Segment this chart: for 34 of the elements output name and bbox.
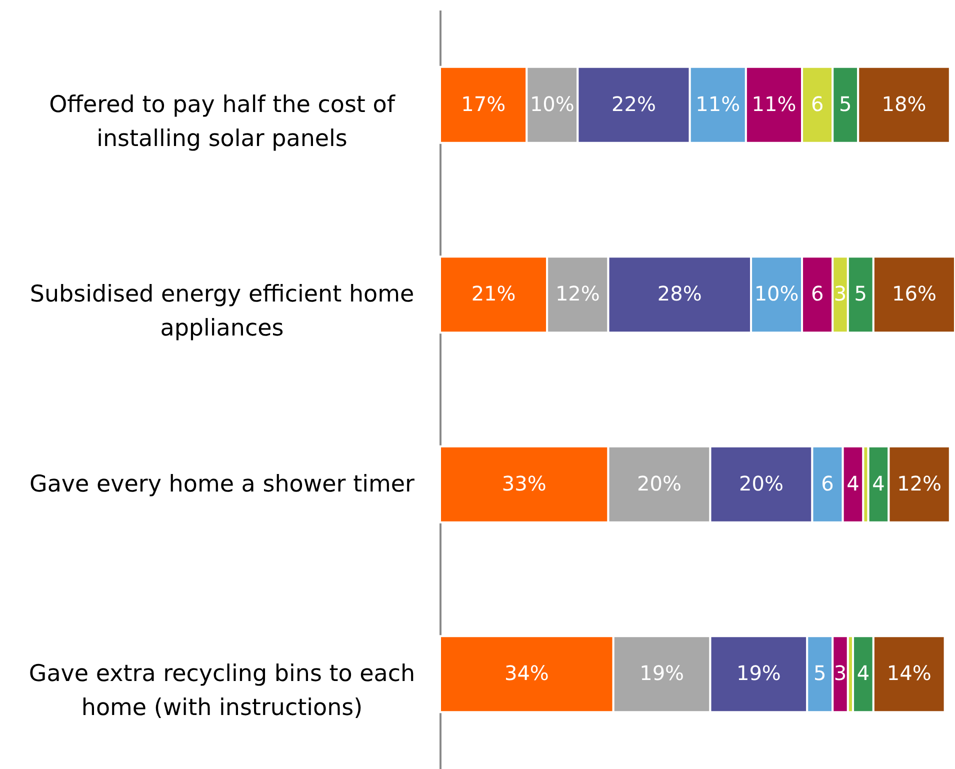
y-tick-label: Subsidised energy efficient home appliances	[30, 282, 414, 342]
data-label: 34%	[504, 661, 549, 686]
data-label: 6	[810, 92, 824, 116]
data-label: 19%	[736, 661, 781, 686]
data-label: 3	[834, 282, 847, 306]
data-label: 20%	[739, 471, 784, 496]
data-label: 16%	[892, 282, 936, 306]
data-label: 5	[814, 661, 826, 686]
data-label: 5	[839, 92, 852, 116]
data-label: 12%	[555, 282, 600, 306]
data-label: 33%	[502, 471, 546, 496]
data-label: 4	[872, 471, 885, 496]
data-label: 11%	[696, 92, 740, 116]
y-tick-label: Gave every home a shower timer	[30, 471, 416, 498]
data-label: 14%	[886, 661, 932, 686]
data-label: 28%	[657, 282, 702, 306]
y-tick-label: Offered to pay half the cost of installing solar panels	[49, 92, 396, 152]
data-label: 12%	[897, 471, 942, 496]
data-label: 10%	[754, 282, 799, 306]
data-label: 4	[856, 661, 870, 686]
data-label: 22%	[612, 92, 656, 116]
data-label: 5	[854, 282, 868, 306]
data-label: 4	[846, 471, 860, 496]
y-tick-label: Gave extra recycling bins to each home (with instructions)	[28, 661, 416, 722]
data-label: 17%	[461, 92, 506, 116]
data-label: 6	[821, 471, 834, 496]
data-label: 18%	[882, 92, 926, 116]
data-label: 21%	[471, 282, 516, 306]
data-label: 19%	[640, 661, 684, 686]
data-label: 11%	[752, 92, 796, 116]
data-label: 10%	[530, 92, 574, 116]
data-label: 3	[834, 661, 847, 686]
data-label: 20%	[637, 471, 682, 496]
data-label: 6	[810, 282, 824, 306]
